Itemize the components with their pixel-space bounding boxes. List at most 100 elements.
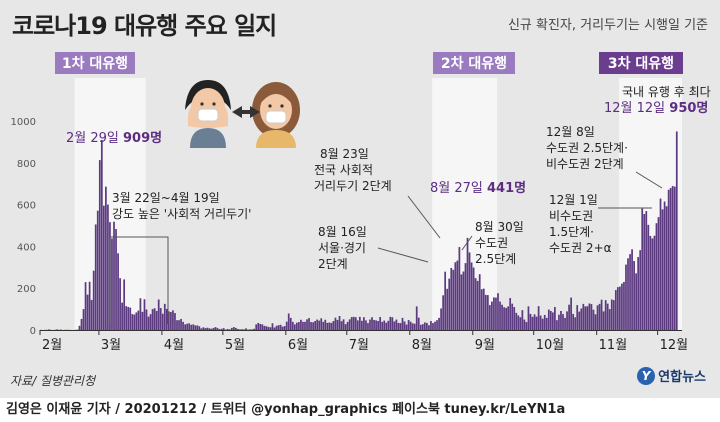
bar [667, 189, 670, 330]
y-axis: 0 200 400 600 800 1000 [11, 117, 36, 337]
bar [233, 327, 235, 330]
bar [639, 250, 642, 330]
bar [230, 327, 233, 330]
bar [84, 282, 87, 330]
bar [86, 294, 89, 330]
annotation-aug23-l2: 전국 사회적 [314, 163, 373, 177]
bar [354, 317, 357, 330]
bar [519, 317, 522, 330]
bar [415, 306, 418, 330]
y-tick-label: 800 [17, 159, 36, 170]
bar [346, 321, 349, 330]
bar [655, 223, 658, 330]
bar [383, 320, 386, 330]
bar [462, 271, 465, 330]
bar [554, 307, 556, 330]
bar [94, 224, 97, 330]
wave-label-2-text: 2차 대유행 [441, 56, 507, 72]
annotation-aug30-l3: 2.5단계 [475, 252, 516, 266]
bar [310, 322, 312, 330]
bar [436, 320, 438, 330]
bar [88, 281, 91, 330]
bar [430, 321, 432, 330]
bar [261, 324, 264, 330]
bar [505, 307, 507, 330]
bar [348, 319, 351, 330]
bar [56, 329, 58, 330]
bar [361, 320, 363, 330]
bar [371, 317, 373, 330]
bar [541, 318, 544, 330]
bar [344, 324, 347, 330]
bar [80, 318, 83, 330]
y-tick-label: 1000 [11, 117, 36, 128]
bar [649, 235, 652, 330]
bar [265, 326, 268, 330]
bar [78, 325, 81, 330]
bar [304, 321, 306, 330]
bar [255, 324, 258, 330]
bar [446, 288, 449, 330]
y-tick-label: 200 [17, 284, 36, 295]
bar [545, 317, 548, 330]
bar [584, 306, 587, 330]
bar [671, 185, 674, 330]
bar [157, 299, 160, 330]
bar [342, 319, 345, 330]
bar [192, 324, 195, 330]
bar [466, 237, 469, 330]
bar [251, 329, 254, 330]
bar [308, 318, 310, 330]
bar [590, 304, 593, 330]
bar [298, 322, 300, 330]
bar [316, 319, 319, 330]
bar [324, 319, 327, 330]
bar [428, 325, 430, 330]
bar [153, 308, 156, 330]
bar [167, 311, 170, 330]
bar [139, 298, 142, 330]
bar [291, 321, 294, 330]
bar [614, 290, 617, 330]
bar [300, 319, 302, 330]
bar [90, 299, 93, 330]
bar [328, 322, 331, 330]
yonhap-logo-icon: Y [637, 366, 656, 385]
bar [497, 293, 499, 330]
wave-label-2: 2차 대유행 [433, 52, 515, 74]
bar [612, 300, 615, 330]
y-tick-label: 400 [17, 242, 36, 253]
bar [586, 306, 589, 330]
bar [423, 322, 426, 330]
bar [289, 317, 292, 330]
bar [417, 317, 420, 330]
bar [269, 327, 272, 330]
bar [155, 310, 158, 330]
bar [580, 308, 583, 330]
bar [600, 299, 603, 330]
bar [320, 318, 323, 330]
bar [119, 278, 121, 330]
bar [499, 301, 501, 330]
bar-series [40, 131, 678, 330]
bar [610, 299, 613, 330]
publisher-logo: Y 연합뉴스 [637, 366, 706, 385]
bar [182, 321, 184, 330]
bar [476, 280, 479, 330]
bar [588, 303, 591, 330]
annotation-dec1-l2: 비수도권 [549, 209, 593, 223]
annotation-aug16-l3: 2단계 [318, 257, 348, 271]
annotation-dec8-l3: 비수도권 2단계 [546, 157, 624, 171]
bar [480, 289, 483, 330]
bar [202, 327, 205, 330]
bar [186, 323, 189, 330]
bar [474, 278, 477, 330]
bar [350, 317, 353, 330]
aug23-leader [407, 195, 441, 239]
bar [594, 314, 597, 330]
bar [606, 303, 609, 330]
bar [330, 322, 333, 330]
bar [582, 303, 585, 330]
wave-label-3-text: 3차 대유행 [608, 56, 674, 72]
bar [515, 312, 518, 330]
